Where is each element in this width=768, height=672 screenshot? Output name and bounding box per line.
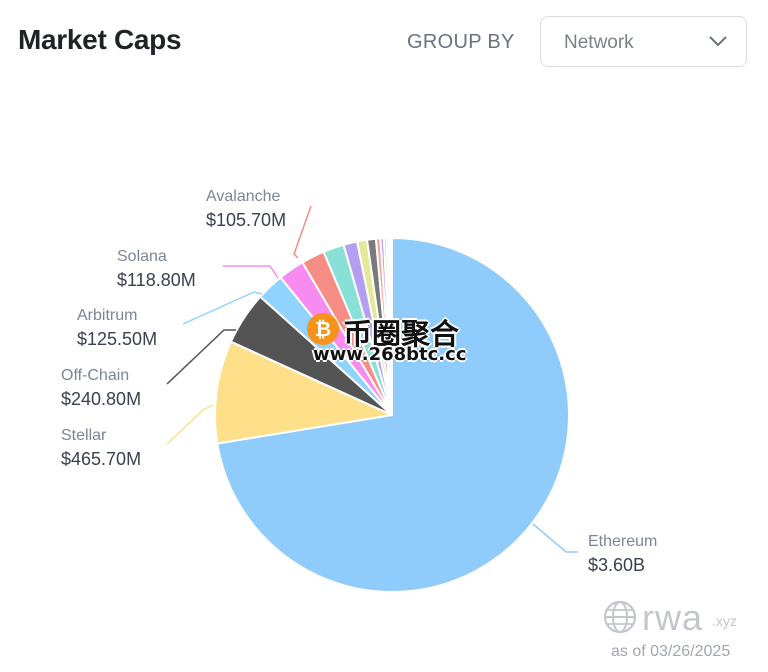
as-of-date: as of 03/26/2025 xyxy=(611,643,731,660)
slice-name-label: Off-Chain xyxy=(61,367,129,384)
slice-name-label: Stellar xyxy=(61,427,107,444)
leader-line-avalanche xyxy=(293,205,312,259)
slice-name-label: Avalanche xyxy=(206,188,281,205)
leader-line-off-chain xyxy=(166,329,236,385)
group-by-select[interactable]: Network xyxy=(540,16,747,67)
group-by-selected-value: Network xyxy=(564,32,634,53)
leader-line-solana xyxy=(223,265,279,279)
leader-line-arbitrum xyxy=(182,291,263,325)
slice-name-label: Arbitrum xyxy=(77,307,137,324)
pie-slice-stellar[interactable] xyxy=(214,340,393,445)
slice-value-label: $3.60B xyxy=(588,555,645,575)
chevron-down-icon xyxy=(709,36,727,47)
bitcoin-icon: ₿ xyxy=(307,313,339,345)
brand-tld: .xyz xyxy=(712,613,737,629)
pie-slice-other-15[interactable] xyxy=(389,236,393,416)
page-title: Market Caps xyxy=(18,24,182,55)
globe-icon xyxy=(603,600,637,634)
pie-leader-lines xyxy=(166,205,578,553)
slice-value-label: $240.80M xyxy=(61,389,141,409)
slice-value-label: $105.70M xyxy=(206,210,286,230)
slice-name-label: Ethereum xyxy=(588,533,657,550)
slice-name-label: Solana xyxy=(117,248,167,265)
group-by-label: GROUP BY xyxy=(407,31,515,53)
slice-value-label: $118.80M xyxy=(117,270,196,290)
slice-value-label: $125.50M xyxy=(77,329,157,349)
brand-watermark: rwa xyxy=(642,597,704,638)
pie-slice-ethereum[interactable] xyxy=(216,237,570,593)
leader-line-ethereum xyxy=(532,523,578,553)
slice-value-label: $465.70M xyxy=(61,449,141,469)
overlay-title: 币圈聚合 xyxy=(343,317,460,351)
pie-slices xyxy=(214,236,570,593)
overlay-url: www.268btc.cc xyxy=(313,344,467,365)
pie-labels: Ethereum $3.60B Stellar $465.70M Off-Chain $2… xyxy=(61,188,657,575)
watermark-overlay: ₿ 币圈聚合 www.268btc.cc xyxy=(307,311,477,367)
leader-line-stellar xyxy=(166,404,214,445)
